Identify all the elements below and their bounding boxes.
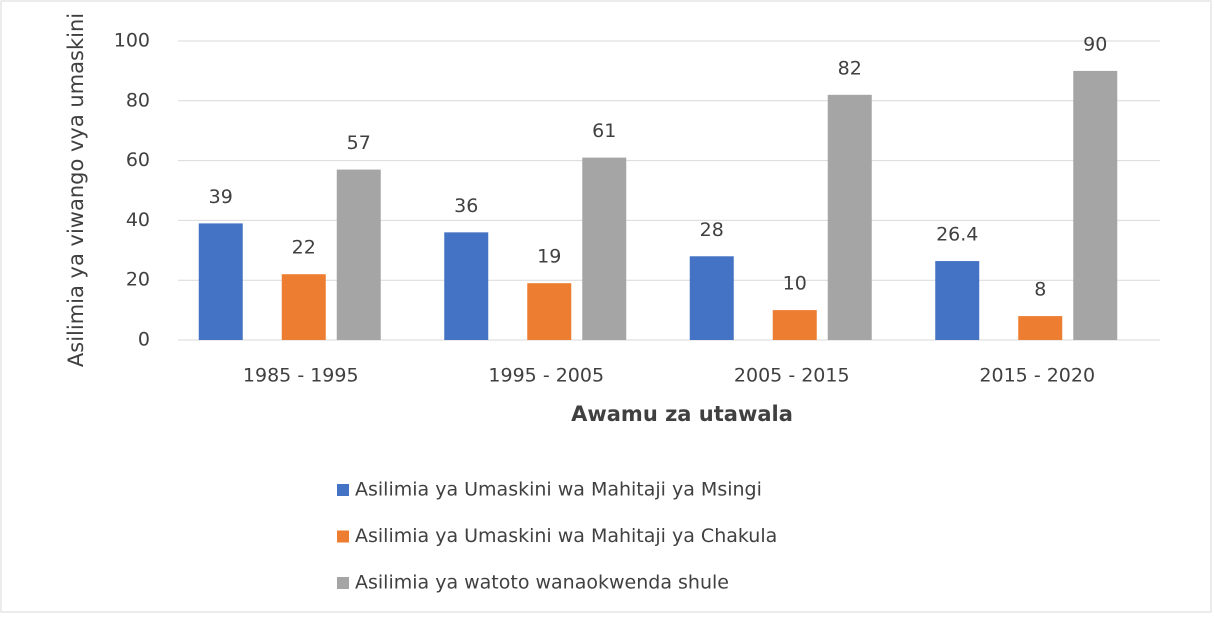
x-axis-title: Awamu za utawala: [571, 402, 793, 426]
bar: [444, 232, 489, 340]
y-tick-label: 20: [126, 269, 150, 291]
bar: [527, 283, 572, 340]
data-label: 90: [1083, 33, 1107, 55]
data-label: 28: [700, 219, 724, 241]
data-label: 36: [454, 195, 478, 217]
data-label: 57: [347, 132, 371, 154]
legend-label: Asilimia ya Umaskini wa Mahitaji ya Chak…: [355, 525, 777, 547]
data-label: 19: [537, 246, 561, 268]
legend-label: Asilimia ya Umaskini wa Mahitaji ya Msin…: [355, 479, 762, 501]
y-tick-label: 80: [126, 89, 150, 111]
bar: [935, 261, 980, 340]
data-label: 61: [592, 120, 616, 142]
y-tick-label: 60: [126, 149, 150, 171]
bar: [772, 310, 817, 340]
x-tick-label: 2005 - 2015: [734, 365, 850, 387]
bar: [827, 94, 872, 340]
bar: [689, 256, 734, 340]
x-tick-label: 2015 - 2020: [979, 365, 1095, 387]
y-tick-label: 100: [114, 30, 150, 52]
bar: [336, 169, 381, 340]
data-label: 26.4: [936, 224, 978, 246]
y-axis-title: Asilimia ya viwango vya umaskini: [64, 13, 88, 367]
data-label: 82: [838, 57, 862, 79]
x-tick-label: 1995 - 2005: [488, 365, 604, 387]
bar: [281, 274, 326, 340]
y-tick-label: 40: [126, 209, 150, 231]
legend-swatch: [337, 577, 349, 589]
legend-label: Asilimia ya watoto wanaokwenda shule: [355, 572, 729, 594]
x-tick-label: 1985 - 1995: [243, 365, 359, 387]
bar: [582, 157, 627, 340]
bar: [1018, 316, 1063, 340]
data-label: 8: [1034, 279, 1046, 301]
legend-swatch: [337, 484, 349, 496]
bar: [198, 223, 243, 340]
data-label: 10: [783, 273, 807, 295]
bar: [1073, 70, 1118, 341]
data-label: 39: [209, 186, 233, 208]
legend-swatch: [337, 530, 349, 543]
data-label: 22: [292, 237, 316, 259]
y-tick-label: 0: [138, 329, 150, 351]
